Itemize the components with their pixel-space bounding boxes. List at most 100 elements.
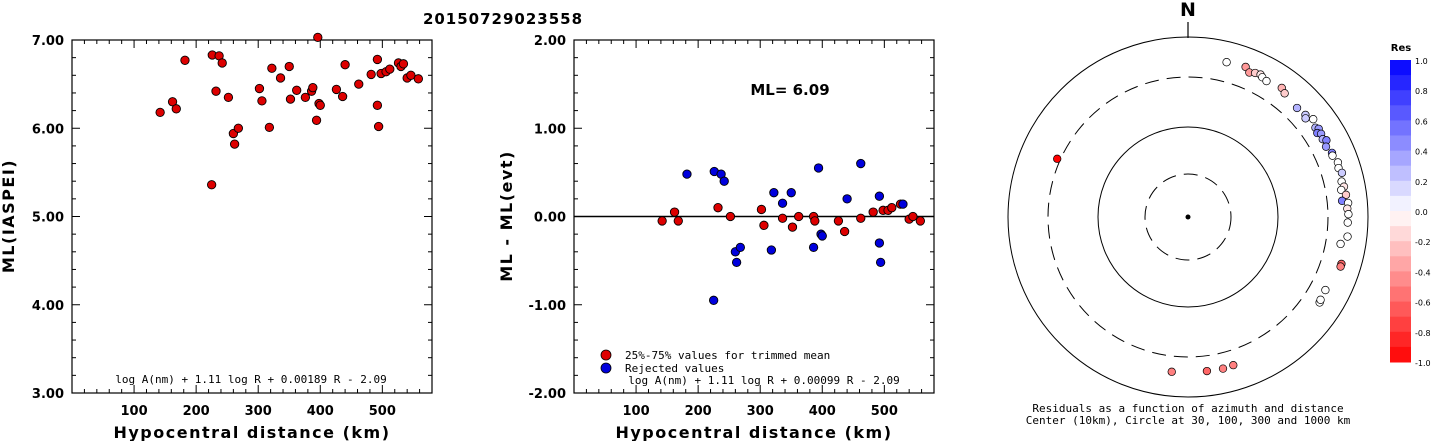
station-magnitude-point — [257, 96, 267, 106]
station-magnitude-point — [313, 32, 323, 43]
station-magnitude-point — [180, 55, 190, 65]
colorbar-label: -0.8 — [1415, 329, 1431, 338]
station-magnitude-point — [354, 79, 364, 89]
legend: 25%-75% values for trimmed mean Rejected… — [600, 349, 830, 375]
p2-x-tick-label: 300 — [747, 404, 774, 419]
station-magnitude-point — [267, 63, 277, 73]
colorbar-segment — [1390, 135, 1411, 152]
figure-title: 20150729023558 — [423, 10, 583, 28]
polar-caption-line2: Center (10km), Circle at 30, 100, 300 an… — [1026, 414, 1351, 427]
colorbar-segment — [1390, 165, 1411, 182]
station-magnitude-point — [315, 100, 325, 110]
p1-x-tick-label: 200 — [183, 404, 210, 419]
station-magnitude-point — [254, 83, 265, 94]
p2-y-tick-label: 0.00 — [534, 211, 566, 226]
trimmed-residual-point — [908, 211, 918, 222]
trimmed-residual-point — [657, 216, 667, 226]
trimmed-residual-point — [833, 216, 844, 226]
station-magnitude-point — [229, 139, 240, 149]
colorbar-segment — [1390, 331, 1411, 348]
azimuth-residual-point — [1202, 366, 1212, 376]
panel1-formula: log A(nm) + 1.11 log R + 0.00189 R - 2.0… — [115, 373, 387, 386]
station-magnitude-point — [300, 92, 311, 103]
rejected-residual-point — [709, 295, 719, 305]
azimuth-residual-point — [1316, 295, 1325, 304]
rejected-residual-point — [874, 191, 885, 201]
panel2-formula: log A(nm) + 1.11 log R + 0.00099 R - 2.0… — [628, 374, 900, 387]
trimmed-residual-point — [713, 203, 723, 213]
station-magnitude-point — [308, 83, 318, 93]
azimuth-residual-point — [1336, 239, 1345, 249]
epicenter-dot — [1185, 214, 1191, 220]
station-magnitude-point — [385, 64, 395, 74]
panel2-x-axis-label: Hypocentral distance (km) — [615, 423, 892, 441]
station-magnitude-point — [167, 97, 178, 107]
colorbar-segment — [1390, 180, 1411, 197]
azimuth-residual-point — [1336, 262, 1345, 271]
station-magnitude-point — [413, 74, 423, 84]
trimmed-residual-point — [759, 220, 769, 230]
station-magnitude-point — [223, 92, 234, 103]
colorbar-label: 0.2 — [1415, 178, 1428, 187]
azimuth-residual-point — [1341, 190, 1351, 199]
rejected-residual-point — [719, 176, 729, 186]
legend-marker-rejected — [600, 362, 612, 374]
rejected-residual-point — [682, 169, 692, 179]
trimmed-residual-point — [794, 211, 804, 222]
panel1-y-axis-label: ML(IASPEI) — [0, 159, 18, 273]
panel1-x-axis-label: Hypocentral distance (km) — [113, 423, 390, 441]
rejected-residual-point — [856, 158, 866, 169]
colorbar-label: 1.0 — [1415, 57, 1428, 66]
p1-x-tick-label: 100 — [120, 404, 147, 419]
rejected-residual-point — [875, 257, 886, 268]
panel1-frame — [71, 39, 433, 394]
magnitude-vs-distance-panel: 3.00 4.00 5.00 6.00 7.00 100 200 300 400 500 ML(… — [0, 32, 433, 441]
colorbar-segment — [1390, 286, 1411, 303]
p1-x-tick-label: 400 — [307, 404, 334, 419]
station-magnitude-point — [217, 58, 227, 68]
azimuth-residual-point — [1309, 115, 1318, 124]
distance-ring-100km — [1097, 126, 1279, 308]
colorbar-segment — [1390, 90, 1411, 106]
station-magnitude-point — [211, 86, 221, 96]
station-magnitude-point — [292, 85, 302, 95]
station-magnitude-point — [398, 59, 409, 69]
colorbar-label: 0.0 — [1415, 208, 1428, 217]
trimmed-residual-point — [887, 203, 897, 213]
rejected-residual-point — [777, 198, 788, 208]
p2-x-tick-label: 500 — [871, 404, 898, 419]
residual-vs-distance-panel: -2.00 -1.00 0.00 1.00 2.00 100 200 300 400 500 M… — [497, 34, 935, 441]
trimmed-residual-point — [777, 213, 788, 223]
p1-x-tick-label: 500 — [369, 404, 396, 419]
station-magnitude-point — [285, 94, 296, 104]
ml-annotation: ML= 6.09 — [750, 81, 829, 99]
colorbar-label: -0.4 — [1415, 268, 1431, 277]
p1-y-tick-label: 6.00 — [32, 122, 64, 137]
trimmed-residual-point — [839, 226, 850, 237]
station-magnitude-point — [264, 122, 275, 133]
trimmed-residual-point — [810, 216, 820, 226]
colorbar-segment — [1390, 150, 1411, 167]
rejected-residual-point — [813, 163, 824, 173]
azimuth-residual-point — [1222, 58, 1231, 67]
distance-ring-1000km — [1007, 36, 1369, 398]
colorbar-segment — [1390, 211, 1411, 227]
colorbar-segment — [1390, 241, 1411, 257]
colorbar: 1.0 0.8 0.6 0.4 0.2 0.0 -0.2 -0.4 -0.6 -0.8 -1.0 — [1390, 57, 1431, 368]
panel2-y-axis-label: ML - ML(evt) — [497, 150, 516, 282]
p2-y-tick-label: 1.00 — [534, 122, 566, 137]
colorbar-segment — [1390, 256, 1411, 272]
station-magnitude-point — [284, 61, 294, 72]
colorbar-segment — [1390, 105, 1411, 121]
p1-y-tick-label: 3.00 — [32, 387, 64, 402]
station-magnitude-point — [311, 115, 322, 125]
colorbar-segment — [1390, 120, 1411, 136]
rejected-residual-point — [735, 242, 745, 253]
colorbar-segment — [1390, 75, 1411, 91]
trimmed-residual-point — [915, 216, 925, 226]
rejected-residual-point — [817, 231, 827, 241]
azimuth-residual-point — [1229, 360, 1238, 370]
distance-ring-300km — [1047, 76, 1329, 358]
colorbar-segment — [1390, 346, 1411, 363]
